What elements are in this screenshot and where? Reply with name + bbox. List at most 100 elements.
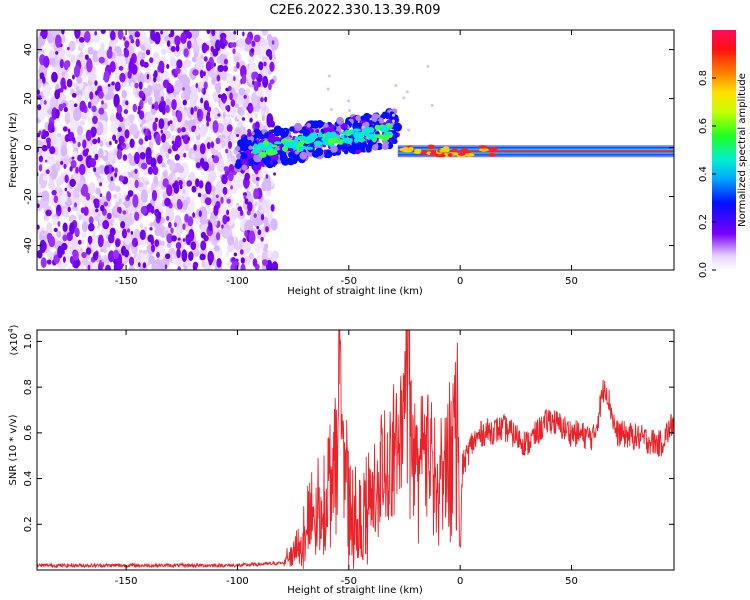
heatmap-cell: [73, 103, 78, 108]
heatmap-cell: [135, 90, 140, 97]
heatmap-cell: [89, 158, 97, 168]
heatmap-cell: [252, 258, 258, 267]
heatmap-cell: [241, 117, 246, 121]
heatmap-cell: [140, 162, 148, 170]
heatmap-cell: [167, 121, 171, 126]
heatmap-cell: [141, 52, 146, 59]
heatmap-cell: [270, 153, 279, 162]
heatmap-cell: [239, 46, 244, 52]
heatmap-cell: [175, 44, 180, 52]
heatmap-cell: [227, 242, 235, 253]
heatmap-cell: [222, 186, 228, 195]
heatmap-cell: [242, 237, 247, 243]
heatmap-cell: [63, 157, 68, 164]
heatmap-cell: [265, 156, 272, 163]
heatmap-cell: [263, 169, 268, 175]
heatmap-cell: [271, 40, 275, 45]
snr-x-ticks: -150 -100 -50 0 50: [115, 330, 578, 587]
heatmap-cell: [54, 34, 62, 48]
heatmap-cell: [99, 193, 103, 198]
heatmap-cell: [337, 139, 344, 145]
heatmap-cell: [146, 73, 150, 80]
heatmap-cell: [114, 167, 118, 174]
heatmap-cell: [340, 123, 348, 131]
heatmap-cell: [85, 112, 90, 119]
x-tick-label: 50: [565, 276, 578, 287]
heatmap-cell: [193, 144, 197, 151]
heatmap-cell: [170, 30, 175, 37]
heatmap-cell: [43, 100, 47, 105]
heatmap-cell: [37, 203, 40, 209]
heatmap-cell: [148, 255, 155, 265]
heatmap-cell: [248, 62, 258, 73]
heatmap-cell: [171, 258, 177, 264]
heatmap-cell: [95, 208, 99, 213]
heatmap-cell: [85, 247, 92, 255]
heatmap-cell: [244, 230, 248, 237]
heatmap-cell: [177, 266, 182, 270]
heatmap-cell: [256, 225, 260, 230]
heatmap-cell: [155, 133, 161, 145]
heatmap-cell: [37, 44, 40, 51]
heatmap-cell: [100, 30, 106, 35]
heatmap-cell: [37, 224, 40, 230]
heatmap-cell: [200, 196, 205, 204]
heatmap-cell: [53, 195, 59, 204]
heatmap-cell: [323, 122, 329, 128]
heatmap-cell: [267, 216, 272, 222]
heatmap-cell: [212, 231, 217, 236]
heatmap-cell: [252, 148, 259, 154]
heatmap-cell: [129, 34, 133, 40]
heatmap-cell: [131, 63, 138, 75]
heatmap-cell: [38, 155, 44, 163]
heatmap-cell: [91, 132, 96, 137]
heatmap-cell: [200, 97, 204, 104]
heatmap-cell: [102, 219, 110, 230]
x-tick-label: -150: [115, 276, 138, 287]
heatmap-cell: [223, 229, 227, 235]
heatmap-cell: [145, 49, 151, 56]
heatmap-cell: [46, 259, 52, 265]
heatmap-cell: [213, 245, 221, 252]
heatmap-cell: [128, 30, 134, 36]
heatmap-cell: [181, 135, 185, 140]
heatmap-cell: [72, 74, 75, 80]
heatmap-cell: [347, 99, 351, 103]
heatmap-cell: [333, 138, 339, 143]
heatmap-cell: [149, 57, 154, 64]
heatmap-cell: [265, 174, 269, 179]
heatmap-cell: [248, 252, 254, 260]
heatmap-cell: [37, 104, 42, 111]
heatmap-cell: [67, 192, 71, 198]
heatmap-cell: [121, 89, 128, 99]
heatmap-cell: [221, 71, 228, 82]
heatmap-cell: [43, 55, 50, 68]
heatmap-cell: [44, 159, 48, 163]
heatmap-cell: [99, 182, 103, 187]
heatmap-cell: [166, 242, 172, 248]
heatmap-cell: [105, 160, 110, 166]
heatmap-cell: [206, 121, 210, 127]
heatmap-cell: [154, 198, 161, 207]
x-tick-label: 0: [457, 276, 463, 287]
heatmap-cell: [87, 223, 95, 232]
heatmap-cell: [102, 256, 110, 267]
heatmap-cell: [71, 137, 76, 143]
chart-title: C2E6.2022.330.13.39.R09: [269, 3, 440, 18]
heatmap-cell: [60, 145, 68, 157]
heatmap-cell: [66, 168, 71, 177]
heatmap-cell: [78, 214, 82, 221]
heatmap-cell: [63, 106, 68, 113]
heatmap-cell: [192, 30, 198, 35]
heatmap-cell: [244, 172, 251, 181]
heatmap-cell: [178, 150, 184, 158]
heatmap-cell: [253, 143, 258, 150]
heatmap-cell: [83, 30, 91, 43]
heatmap-cell: [168, 87, 175, 94]
heatmap-cell: [329, 124, 335, 129]
heatmap-cell: [180, 92, 185, 100]
heatmap-cell: [253, 213, 257, 218]
heatmap-cell: [104, 264, 112, 270]
heatmap-cell: [83, 206, 89, 216]
heatmap-cell: [274, 136, 281, 143]
